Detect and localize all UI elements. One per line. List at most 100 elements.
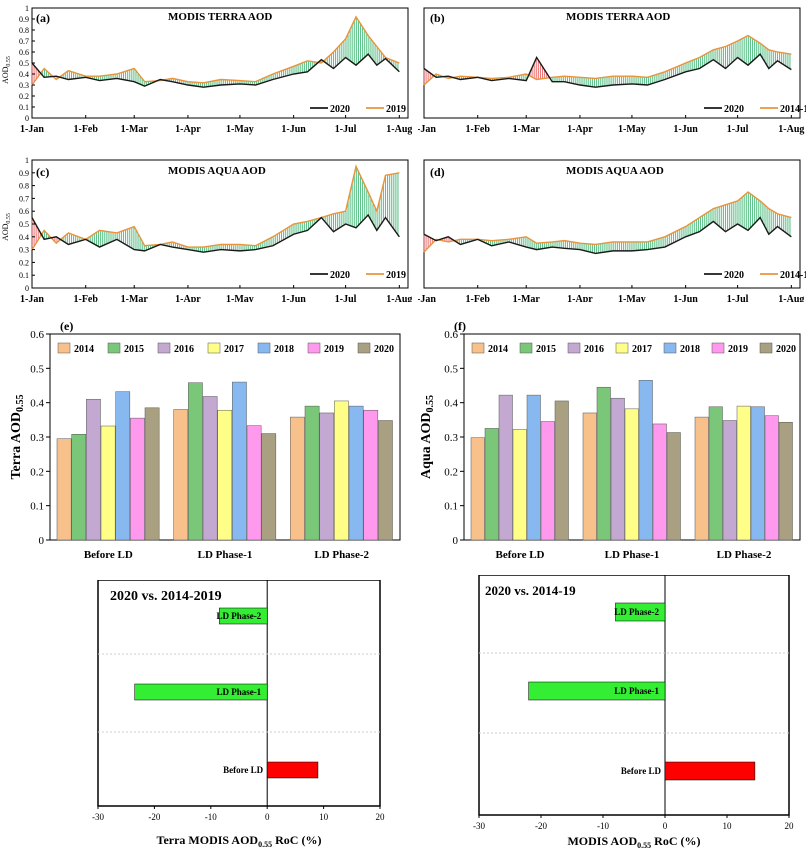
y-tick-label: 0.7 — [19, 194, 29, 203]
bar-2017 — [512, 429, 527, 541]
x-tick-label: 20 — [376, 812, 386, 822]
xtick-group: 1-Jan 1-Feb 1-Mar 1-Apr 1-May 1-Jun 1-Jul 1-Aug — [20, 115, 412, 135]
y-tick-label: 0.6 — [19, 48, 29, 57]
series-line-2020 — [423, 53, 792, 88]
y-tick-label: 1 — [25, 156, 29, 165]
x-tick-label: -20 — [535, 821, 547, 831]
x-tick-label: 1-Aug — [778, 294, 804, 302]
legend-swatch — [711, 342, 725, 354]
x-axis-label: MODIS AOD0.55 RoC (%) — [567, 834, 700, 850]
legend-label: 2015 — [124, 344, 144, 355]
y-axis-label: AOD0.55 — [1, 56, 12, 84]
legend-label: 2018 — [680, 344, 700, 355]
y-tick-label: 0.9 — [19, 169, 29, 178]
bar-2019 — [363, 409, 379, 541]
y-axis-label: AOD0.55 — [1, 213, 12, 241]
legend-swatch — [307, 342, 321, 354]
x-tick-label: -20 — [148, 812, 160, 822]
x-tick-label: 0 — [663, 821, 668, 831]
bar-label: LD Phase-1 — [216, 687, 261, 697]
bar-2018 — [232, 381, 247, 541]
y-tick-label: 0.2 — [19, 92, 29, 101]
y-tick-label: 0 — [453, 535, 459, 547]
bar-2020 — [378, 420, 393, 541]
legend-label: 2019 — [386, 270, 406, 281]
x-tick-label: 1-Jan — [418, 124, 436, 135]
y-tick-label: 0.5 — [19, 220, 29, 229]
bar-2014 — [582, 412, 597, 541]
y-tick-label: 0.6 — [30, 329, 44, 341]
legend-swatch — [519, 342, 533, 354]
bar-2017 — [334, 400, 349, 541]
x-tick-label: 10 — [723, 821, 733, 831]
plot-frame — [423, 7, 801, 119]
bar-2015 — [71, 434, 87, 541]
y-tick-label: 0.8 — [19, 182, 29, 191]
y-tick-label: 0.3 — [19, 81, 29, 90]
legend-label: 2020 — [724, 270, 744, 281]
x-tick-label: LD Phase-2 — [314, 549, 369, 561]
x-tick-label: 1-Jul — [727, 294, 749, 302]
legend-label: 2020 — [776, 344, 796, 355]
x-tick-label: 1-Feb — [465, 124, 490, 135]
bar-2014 — [470, 437, 485, 541]
bars-group: LD Phase-2 LD Phase-1 Before LD — [479, 575, 789, 815]
chart-title: MODIS AQUA AOD — [566, 165, 664, 177]
legend-label: 2016 — [174, 344, 194, 355]
xtick-group: Before LD LD Phase-1 LD Phase-2 — [496, 549, 772, 561]
bar-2019 — [540, 421, 555, 541]
x-tick-label: 1-Aug — [778, 124, 804, 135]
roc-bar — [528, 681, 666, 701]
ytick-group: 0 0.1 0.2 0.3 0.4 0.5 0.6 — [30, 329, 50, 547]
legend-label: 2014-19 — [780, 270, 806, 281]
bar-2016 — [498, 394, 513, 541]
bar-2016 — [319, 412, 335, 541]
series-line-2020 — [31, 213, 400, 253]
bars-group — [56, 381, 393, 541]
xtick-group: Before LD LD Phase-1 LD Phase-2 — [84, 549, 370, 561]
x-tick-label: 1-Apr — [175, 124, 201, 135]
y-tick-label: 0.5 — [19, 59, 29, 68]
legend-swatch — [759, 342, 773, 354]
legend-label: 2020 — [330, 270, 350, 281]
xtick-group: -30 -20 -10 0 10 20 — [92, 806, 385, 822]
bar-2018 — [348, 405, 364, 541]
legend-label: 2014 — [488, 344, 508, 355]
legend-swatch — [107, 342, 121, 354]
plot-frame — [97, 580, 381, 807]
series-line-2014-19 — [423, 191, 792, 253]
bar-2015 — [188, 382, 203, 541]
legend: 2020 2014-19 — [704, 104, 806, 115]
legend-swatch — [357, 342, 371, 354]
legend-swatch — [615, 342, 629, 354]
bar-2018 — [115, 391, 131, 541]
bar-2016 — [610, 397, 625, 541]
x-tick-label: 1-May — [618, 294, 646, 302]
y-tick-label: 1 — [25, 4, 29, 13]
chart-title: MODIS TERRA AOD — [168, 11, 272, 23]
y-tick-label: 0.9 — [19, 15, 29, 24]
bar-2019 — [246, 425, 262, 541]
y-tick-label: 0.4 — [30, 398, 44, 410]
panel-label: (c) — [36, 165, 49, 179]
legend-swatch — [471, 342, 485, 354]
y-axis-label: Aqua AOD0.55 — [419, 395, 436, 479]
bars-group: LD Phase-2 LD Phase-1 Before LD — [98, 580, 380, 806]
y-axis-label: Terra AOD0.55 — [9, 394, 26, 479]
legend: 2020 2019 — [310, 104, 406, 115]
legend-swatch — [207, 342, 221, 354]
bar-2014 — [694, 416, 709, 541]
legend-label: 2014-19 — [780, 104, 806, 115]
x-tick-label: 1-Jun — [673, 294, 698, 302]
chart-d: 1-Jan 1-Feb 1-Mar 1-Apr 1-May 1-Jun 1-Jul 1-Aug… — [418, 159, 806, 302]
bar-2019 — [130, 417, 145, 541]
bar-2016 — [202, 396, 218, 541]
y-tick-label: 0.3 — [30, 432, 44, 444]
bar-label: Before LD — [223, 765, 264, 775]
legend-label: 2017 — [224, 344, 244, 355]
y-tick-label: 0.1 — [19, 103, 29, 112]
legend-swatch — [57, 342, 71, 354]
legend-label: 2019 — [386, 104, 406, 115]
panel-label: (b) — [430, 11, 445, 25]
panel-label: (f) — [454, 319, 466, 333]
